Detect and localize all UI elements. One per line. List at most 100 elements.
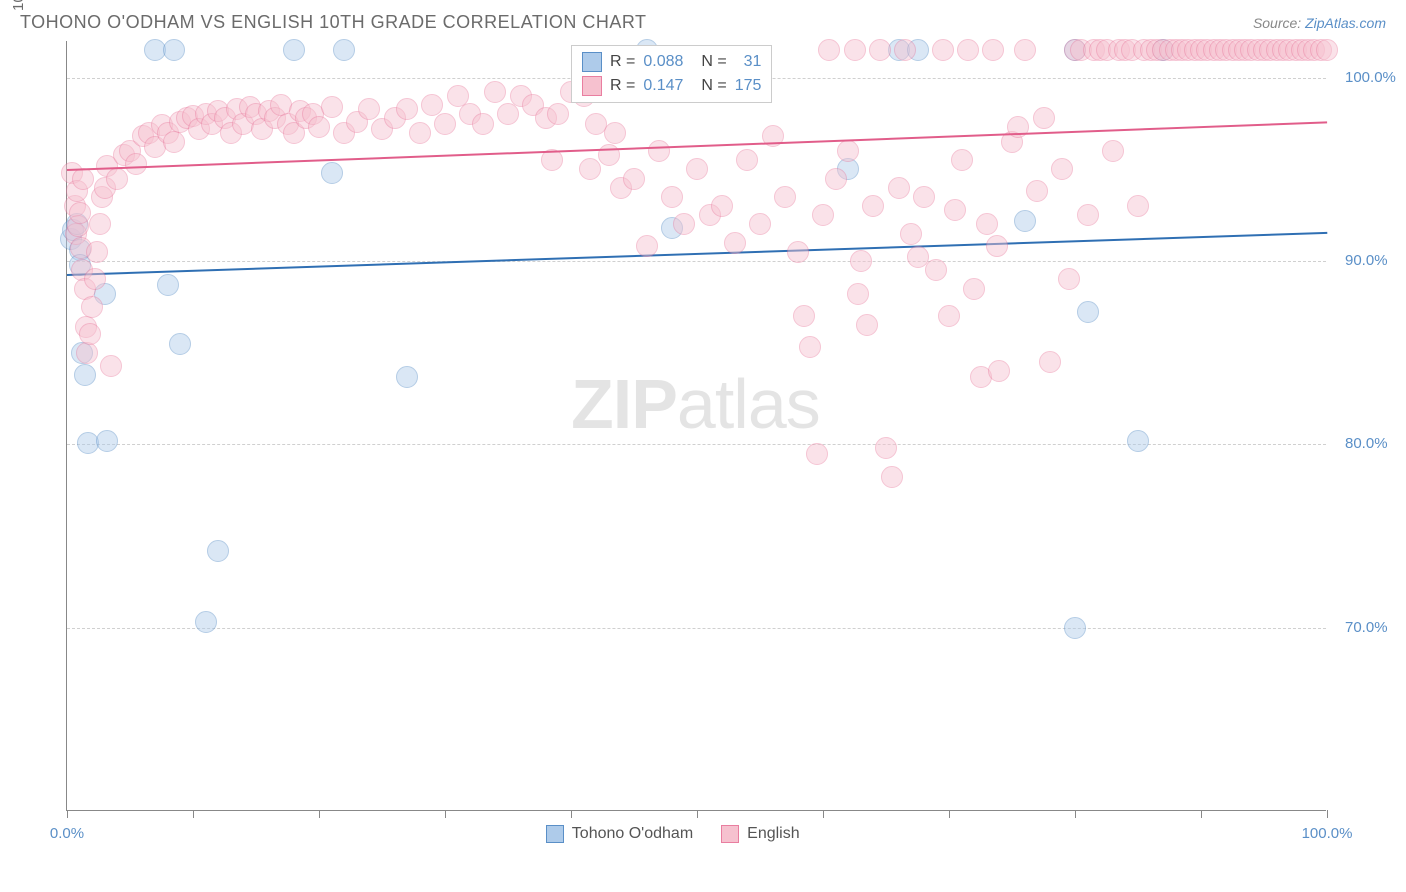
scatter-point-english <box>1033 107 1055 129</box>
watermark-light: atlas <box>677 365 820 443</box>
scatter-point-english <box>673 213 695 235</box>
legend-r-label: R = <box>610 53 635 71</box>
scatter-point-english <box>604 122 626 144</box>
scatter-point-english <box>1039 351 1061 373</box>
scatter-point-english <box>799 336 821 358</box>
x-tick <box>445 810 446 818</box>
scatter-point-english <box>409 122 431 144</box>
x-tick-label: 100.0% <box>1302 825 1353 842</box>
scatter-point-english <box>163 131 185 153</box>
scatter-point-english <box>69 202 91 224</box>
scatter-point-tohono <box>169 333 191 355</box>
scatter-point-english <box>888 177 910 199</box>
scatter-point-tohono <box>1127 430 1149 452</box>
scatter-point-english <box>648 140 670 162</box>
scatter-point-english <box>907 246 929 268</box>
legend-stat-row: R =0.147N =175 <box>582 74 761 98</box>
scatter-point-tohono <box>74 364 96 386</box>
scatter-point-english <box>957 39 979 61</box>
scatter-point-english <box>598 144 620 166</box>
legend-series-label: English <box>747 825 799 843</box>
scatter-point-english <box>818 39 840 61</box>
source-link[interactable]: ZipAtlas.com <box>1305 15 1386 31</box>
scatter-point-english <box>72 168 94 190</box>
scatter-point-english <box>579 158 601 180</box>
legend-series: Tohono O'odham English <box>546 825 800 843</box>
scatter-point-english <box>850 250 872 272</box>
legend-r-label: R = <box>610 77 635 95</box>
scatter-point-english <box>774 186 796 208</box>
scatter-point-english <box>900 223 922 245</box>
scatter-point-english <box>806 443 828 465</box>
scatter-point-tohono <box>1077 301 1099 323</box>
scatter-point-english <box>881 466 903 488</box>
scatter-point-english <box>1026 180 1048 202</box>
scatter-point-english <box>844 39 866 61</box>
scatter-point-english <box>547 103 569 125</box>
scatter-point-tohono <box>96 430 118 452</box>
scatter-point-english <box>106 168 128 190</box>
scatter-point-english <box>812 204 834 226</box>
x-tick <box>67 810 68 818</box>
scatter-point-english <box>1077 204 1099 226</box>
y-tick-label: 100.0% <box>1345 69 1396 86</box>
scatter-point-tohono <box>163 39 185 61</box>
scatter-point-english <box>86 241 108 263</box>
legend-n-value: 31 <box>735 53 762 71</box>
scatter-point-english <box>1051 158 1073 180</box>
source-attribution: Source: ZipAtlas.com <box>1253 15 1386 31</box>
scatter-point-english <box>79 323 101 345</box>
gridline-h <box>67 628 1326 629</box>
scatter-point-tohono <box>283 39 305 61</box>
scatter-point-english <box>100 355 122 377</box>
scatter-point-english <box>89 213 111 235</box>
scatter-point-english <box>321 96 343 118</box>
scatter-point-english <box>963 278 985 300</box>
y-tick-label: 90.0% <box>1345 252 1388 269</box>
legend-stat-row: R = 0.088 N = 31 <box>582 50 761 74</box>
legend-n-label: N = <box>701 77 726 95</box>
watermark: ZIPatlas <box>571 364 820 444</box>
scatter-point-tohono <box>157 274 179 296</box>
scatter-point-english <box>951 149 973 171</box>
scatter-point-tohono <box>1064 617 1086 639</box>
scatter-point-english <box>661 186 683 208</box>
x-tick <box>823 810 824 818</box>
scatter-point-english <box>686 158 708 180</box>
x-tick <box>1201 810 1202 818</box>
trend-line-tohono <box>67 232 1327 276</box>
legend-stats-box: R =0.088N = 31R =0.147N =175 <box>571 45 772 103</box>
legend-swatch <box>721 825 739 843</box>
scatter-point-tohono <box>396 366 418 388</box>
x-tick <box>949 810 950 818</box>
legend-r-value: 0.088 <box>643 53 683 71</box>
scatter-point-english <box>1316 39 1338 61</box>
scatter-point-english <box>396 98 418 120</box>
scatter-point-tohono <box>207 540 229 562</box>
scatter-point-english <box>358 98 380 120</box>
scatter-point-english <box>793 305 815 327</box>
plot-area: ZIPatlas 70.0%80.0%90.0%100.0%0.0%100.0%… <box>66 41 1326 811</box>
scatter-point-tohono <box>321 162 343 184</box>
scatter-point-english <box>484 81 506 103</box>
y-tick-label: 80.0% <box>1345 435 1388 452</box>
scatter-point-english <box>938 305 960 327</box>
scatter-point-tohono <box>333 39 355 61</box>
scatter-point-english <box>925 259 947 281</box>
legend-n-value: 175 <box>735 77 762 95</box>
scatter-point-english <box>1014 39 1036 61</box>
source-prefix: Source: <box>1253 15 1305 31</box>
scatter-point-english <box>856 314 878 336</box>
scatter-point-english <box>1058 268 1080 290</box>
legend-swatch <box>582 52 602 72</box>
scatter-point-english <box>913 186 935 208</box>
scatter-point-english <box>825 168 847 190</box>
y-axis-label: 10th Grade <box>10 0 27 11</box>
y-tick-label: 70.0% <box>1345 619 1388 636</box>
scatter-point-english <box>749 213 771 235</box>
legend-n-label: N = <box>701 53 726 71</box>
legend-series-label: Tohono O'odham <box>572 825 693 843</box>
scatter-point-english <box>837 140 859 162</box>
scatter-point-english <box>976 213 998 235</box>
scatter-point-english <box>623 168 645 190</box>
